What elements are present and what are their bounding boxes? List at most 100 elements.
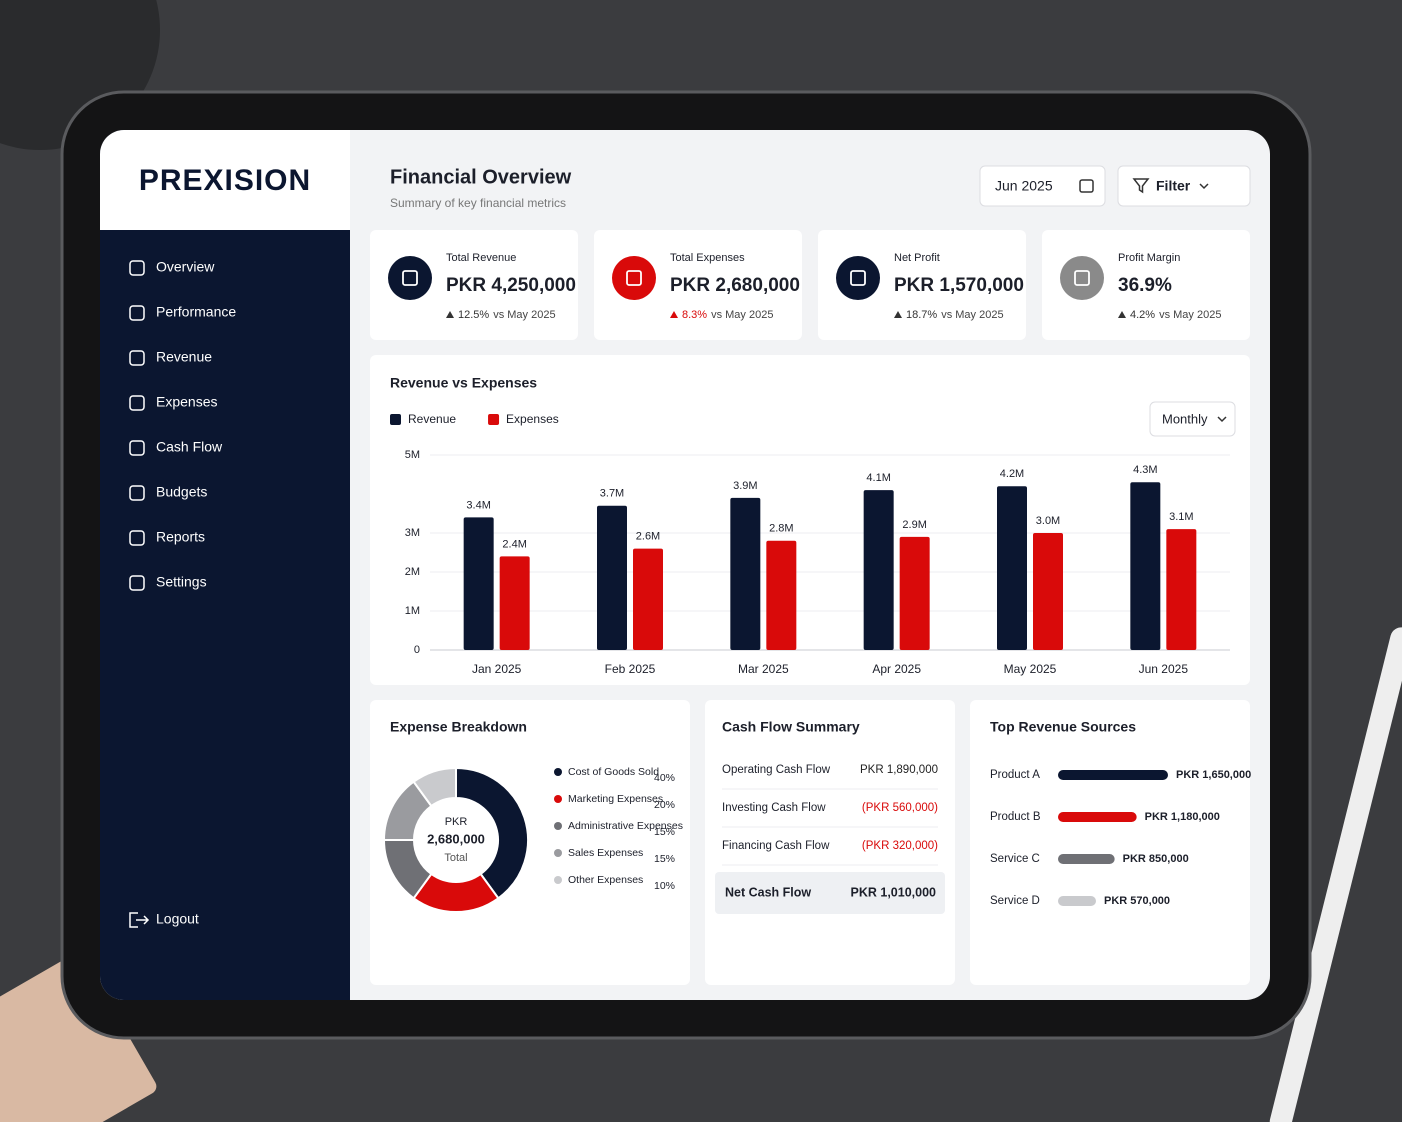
y-tick-label: 2M	[405, 566, 420, 578]
nav-icon	[129, 530, 145, 546]
value-label: 3.1M	[1169, 511, 1193, 523]
kpi-icon	[836, 256, 880, 300]
bar	[1058, 770, 1168, 780]
card-title: Cash Flow Summary	[722, 719, 860, 735]
chart-title: Top Revenue Sources	[990, 719, 1136, 735]
kpi-label: Net Profit	[894, 252, 940, 264]
legend-label: Marketing Expenses	[568, 793, 663, 805]
nav-icon	[129, 395, 145, 411]
x-tick-label: Jun 2025	[1139, 662, 1189, 676]
value-label: PKR 1,650,000	[1176, 769, 1251, 781]
bar	[597, 505, 627, 650]
logo-area	[100, 130, 350, 230]
value-label: 3.4M	[466, 499, 490, 511]
nav-item[interactable]: Expenses	[156, 394, 217, 410]
legend-label: Expenses	[506, 412, 559, 426]
kpi-icon	[612, 256, 656, 300]
kpi-card	[370, 230, 578, 340]
kpi-value: PKR 2,680,000	[670, 275, 800, 296]
legend-dot	[554, 822, 562, 830]
percent-label: 15%	[654, 853, 675, 865]
logout-icon	[129, 912, 150, 928]
kpi-icon	[388, 256, 432, 300]
percent-label: 20%	[654, 799, 675, 811]
bar	[1058, 854, 1115, 864]
net-cash-flow-value: PKR 1,010,000	[851, 885, 937, 899]
kpi-icon	[1060, 256, 1104, 300]
cash-flow-label: Financing Cash Flow	[722, 840, 830, 852]
percent-label: 40%	[654, 772, 675, 784]
value-label: 4.2M	[1000, 468, 1024, 480]
period-value[interactable]: Monthly	[1162, 411, 1208, 426]
nav-item[interactable]: Settings	[156, 574, 207, 590]
net-cash-flow-label: Net Cash Flow	[725, 885, 811, 899]
y-tick-label: 1M	[405, 605, 420, 617]
value-label: 3.7M	[600, 488, 624, 500]
nav-icon	[129, 440, 145, 456]
y-tick-label: 5M	[405, 449, 420, 461]
category-label: Product A	[990, 769, 1040, 781]
kpi-icon-glyph	[626, 270, 642, 286]
bar	[899, 536, 930, 650]
page-subtitle: Summary of key financial metrics	[390, 196, 566, 210]
percent-label: 15%	[654, 826, 675, 838]
value-label: 3.9M	[733, 480, 757, 492]
donut-slice	[455, 766, 529, 900]
brand-logo: PREXISION	[139, 164, 311, 197]
kpi-card	[1042, 230, 1250, 340]
kpi-icon-glyph	[850, 270, 866, 286]
chart-card	[370, 355, 1250, 685]
nav-item[interactable]: Overview	[156, 259, 215, 275]
date-value[interactable]: Jun 2025	[995, 178, 1053, 194]
y-tick-label: 3M	[405, 527, 420, 539]
trend-arrow	[894, 311, 902, 318]
nav-item[interactable]: Cash Flow	[156, 439, 223, 455]
legend-dot	[554, 876, 562, 884]
nav-icon	[129, 485, 145, 501]
nav-item[interactable]: Performance	[156, 304, 236, 320]
chart-title: Revenue vs Expenses	[390, 375, 537, 391]
nav-icon	[129, 575, 145, 591]
trend-arrow	[446, 311, 454, 318]
cash-flow-value: (PKR 320,000)	[862, 840, 938, 852]
value-label: 2.4M	[502, 538, 526, 550]
cash-flow-value: PKR 1,890,000	[860, 764, 938, 776]
value-label: 4.1M	[866, 472, 890, 484]
cash-flow-value: (PKR 560,000)	[862, 802, 938, 814]
bar	[633, 548, 663, 650]
kpi-comparison: vs May 2025	[493, 309, 555, 321]
page-title: Financial Overview	[390, 166, 572, 188]
filter-icon	[1132, 178, 1150, 194]
donut-center-label: Total	[444, 852, 467, 864]
kpi-value: 36.9%	[1118, 275, 1172, 296]
x-tick-label: May 2025	[1004, 662, 1057, 676]
chart-card	[370, 700, 690, 985]
trend-arrow	[670, 311, 678, 318]
legend-label: Sales Expenses	[568, 847, 643, 859]
date-picker[interactable]	[979, 165, 1106, 207]
legend-swatch	[488, 414, 500, 425]
chart-card	[970, 700, 1250, 985]
legend-label: Administrative Expenses	[568, 820, 683, 832]
donut-center-total: 2,680,000	[427, 831, 485, 846]
logout[interactable]: Logout	[156, 911, 199, 927]
value-label: 2.9M	[902, 519, 926, 531]
nav-item[interactable]: Reports	[156, 529, 205, 545]
legend-swatch	[390, 414, 401, 425]
stylus	[1269, 627, 1402, 1122]
period-select[interactable]	[1149, 401, 1236, 437]
kpi-card	[594, 230, 802, 340]
category-label: Product B	[990, 811, 1041, 823]
bar	[1058, 896, 1096, 906]
legend-label: Cost of Goods Sold	[568, 766, 659, 778]
nav-item[interactable]: Budgets	[156, 484, 207, 500]
filter-button[interactable]	[1117, 165, 1251, 207]
nav-icon	[129, 350, 145, 366]
filter-label[interactable]: Filter	[1156, 178, 1191, 194]
kpi-label: Total Expenses	[670, 252, 745, 264]
nav-item[interactable]: Revenue	[156, 349, 212, 365]
bar	[499, 556, 530, 650]
legend-dot	[554, 849, 562, 857]
category-label: Service C	[990, 853, 1040, 865]
